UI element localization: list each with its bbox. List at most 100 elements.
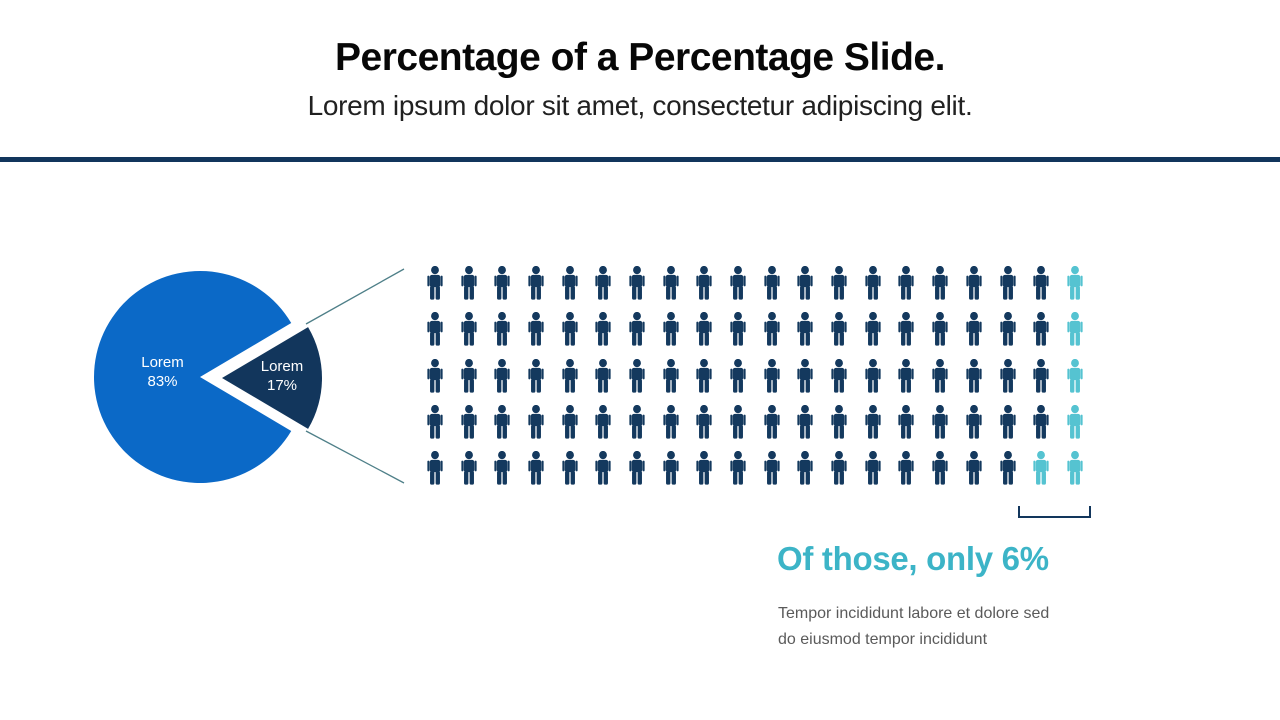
person-icon xyxy=(452,451,486,497)
person-icon xyxy=(452,312,486,358)
callout-line-top xyxy=(305,268,405,325)
person-icon xyxy=(418,266,452,312)
header-divider-line xyxy=(0,157,1280,162)
callout-body: Tempor incididunt labore et dolore sed d… xyxy=(778,601,1118,652)
person-icon xyxy=(991,359,1025,405)
person-icon xyxy=(890,451,924,497)
pie-label-minor-value: 17% xyxy=(266,377,298,394)
person-icon xyxy=(822,405,856,451)
person-icon xyxy=(923,312,957,358)
person-icon-highlighted xyxy=(1058,266,1092,312)
person-icon xyxy=(890,312,924,358)
person-icon xyxy=(856,312,890,358)
person-icon xyxy=(485,405,519,451)
person-icon xyxy=(923,451,957,497)
person-icon xyxy=(755,359,789,405)
person-icon xyxy=(620,451,654,497)
person-icon xyxy=(991,266,1025,312)
person-icon xyxy=(586,451,620,497)
person-icon xyxy=(654,312,688,358)
person-icon xyxy=(553,359,587,405)
person-icon xyxy=(620,266,654,312)
person-icon xyxy=(519,451,553,497)
person-icon xyxy=(755,266,789,312)
person-icon-highlighted xyxy=(1058,359,1092,405)
person-icon xyxy=(688,405,722,451)
person-icon xyxy=(654,266,688,312)
person-icon xyxy=(957,405,991,451)
person-icon xyxy=(822,312,856,358)
person-icon xyxy=(721,451,755,497)
person-icon xyxy=(586,266,620,312)
person-icon xyxy=(519,359,553,405)
person-icon xyxy=(553,405,587,451)
person-icon xyxy=(991,312,1025,358)
pie-label-major-value: 83% xyxy=(147,373,178,390)
slide-subtitle: Lorem ipsum dolor sit amet, consectetur … xyxy=(307,90,973,121)
person-icon xyxy=(789,312,823,358)
person-icon xyxy=(452,405,486,451)
person-icon xyxy=(822,359,856,405)
person-icon xyxy=(923,266,957,312)
pie-label-major-name: Lorem xyxy=(141,354,184,371)
person-icon xyxy=(890,405,924,451)
person-icon xyxy=(586,312,620,358)
person-icon xyxy=(957,312,991,358)
person-icon xyxy=(418,359,452,405)
person-icon xyxy=(856,359,890,405)
person-icon xyxy=(620,359,654,405)
person-icon xyxy=(654,359,688,405)
person-icon xyxy=(519,266,553,312)
person-icon xyxy=(789,359,823,405)
person-icon xyxy=(688,312,722,358)
person-icon-highlighted xyxy=(1058,451,1092,497)
person-icon xyxy=(553,451,587,497)
person-icon xyxy=(721,266,755,312)
person-icon xyxy=(721,359,755,405)
highlight-bracket xyxy=(1018,506,1091,518)
person-icon xyxy=(688,359,722,405)
person-icon xyxy=(418,451,452,497)
person-icon xyxy=(620,312,654,358)
pie-label-minor-name: Lorem xyxy=(260,358,304,375)
person-icon xyxy=(755,451,789,497)
person-icon xyxy=(789,451,823,497)
callout-body-line-1: Tempor incididunt labore et dolore sed xyxy=(778,605,1050,622)
person-icon-highlighted xyxy=(1058,405,1092,451)
callout-body-line-2: do eiusmod tempor incididunt xyxy=(778,630,988,648)
person-icon xyxy=(789,266,823,312)
person-icon xyxy=(452,359,486,405)
pie-label-minor: Lorem 17% xyxy=(243,357,321,395)
person-icon xyxy=(755,312,789,358)
person-icon xyxy=(688,266,722,312)
person-icon xyxy=(991,451,1025,497)
person-icon xyxy=(1024,266,1058,312)
person-icon xyxy=(519,312,553,358)
person-icon xyxy=(586,359,620,405)
person-icon xyxy=(452,266,486,312)
person-icon xyxy=(923,405,957,451)
person-icon xyxy=(620,405,654,451)
callout-connector-lines xyxy=(305,268,405,484)
person-icon xyxy=(856,266,890,312)
person-icon xyxy=(485,451,519,497)
person-icon xyxy=(1024,405,1058,451)
pictogram-grid xyxy=(418,266,1092,497)
person-icon xyxy=(890,359,924,405)
pie-chart xyxy=(94,271,322,483)
pie-slice-minor-exploded xyxy=(222,327,322,429)
person-icon xyxy=(553,266,587,312)
person-icon xyxy=(721,312,755,358)
person-icon xyxy=(485,266,519,312)
person-icon xyxy=(822,266,856,312)
person-icon xyxy=(519,405,553,451)
person-icon xyxy=(654,451,688,497)
person-icon xyxy=(755,405,789,451)
person-icon xyxy=(553,312,587,358)
person-icon xyxy=(856,451,890,497)
person-icon xyxy=(418,405,452,451)
person-icon xyxy=(1024,312,1058,358)
person-icon xyxy=(789,405,823,451)
callout-heading: Of those, only 6% xyxy=(777,540,1049,577)
person-icon xyxy=(923,359,957,405)
